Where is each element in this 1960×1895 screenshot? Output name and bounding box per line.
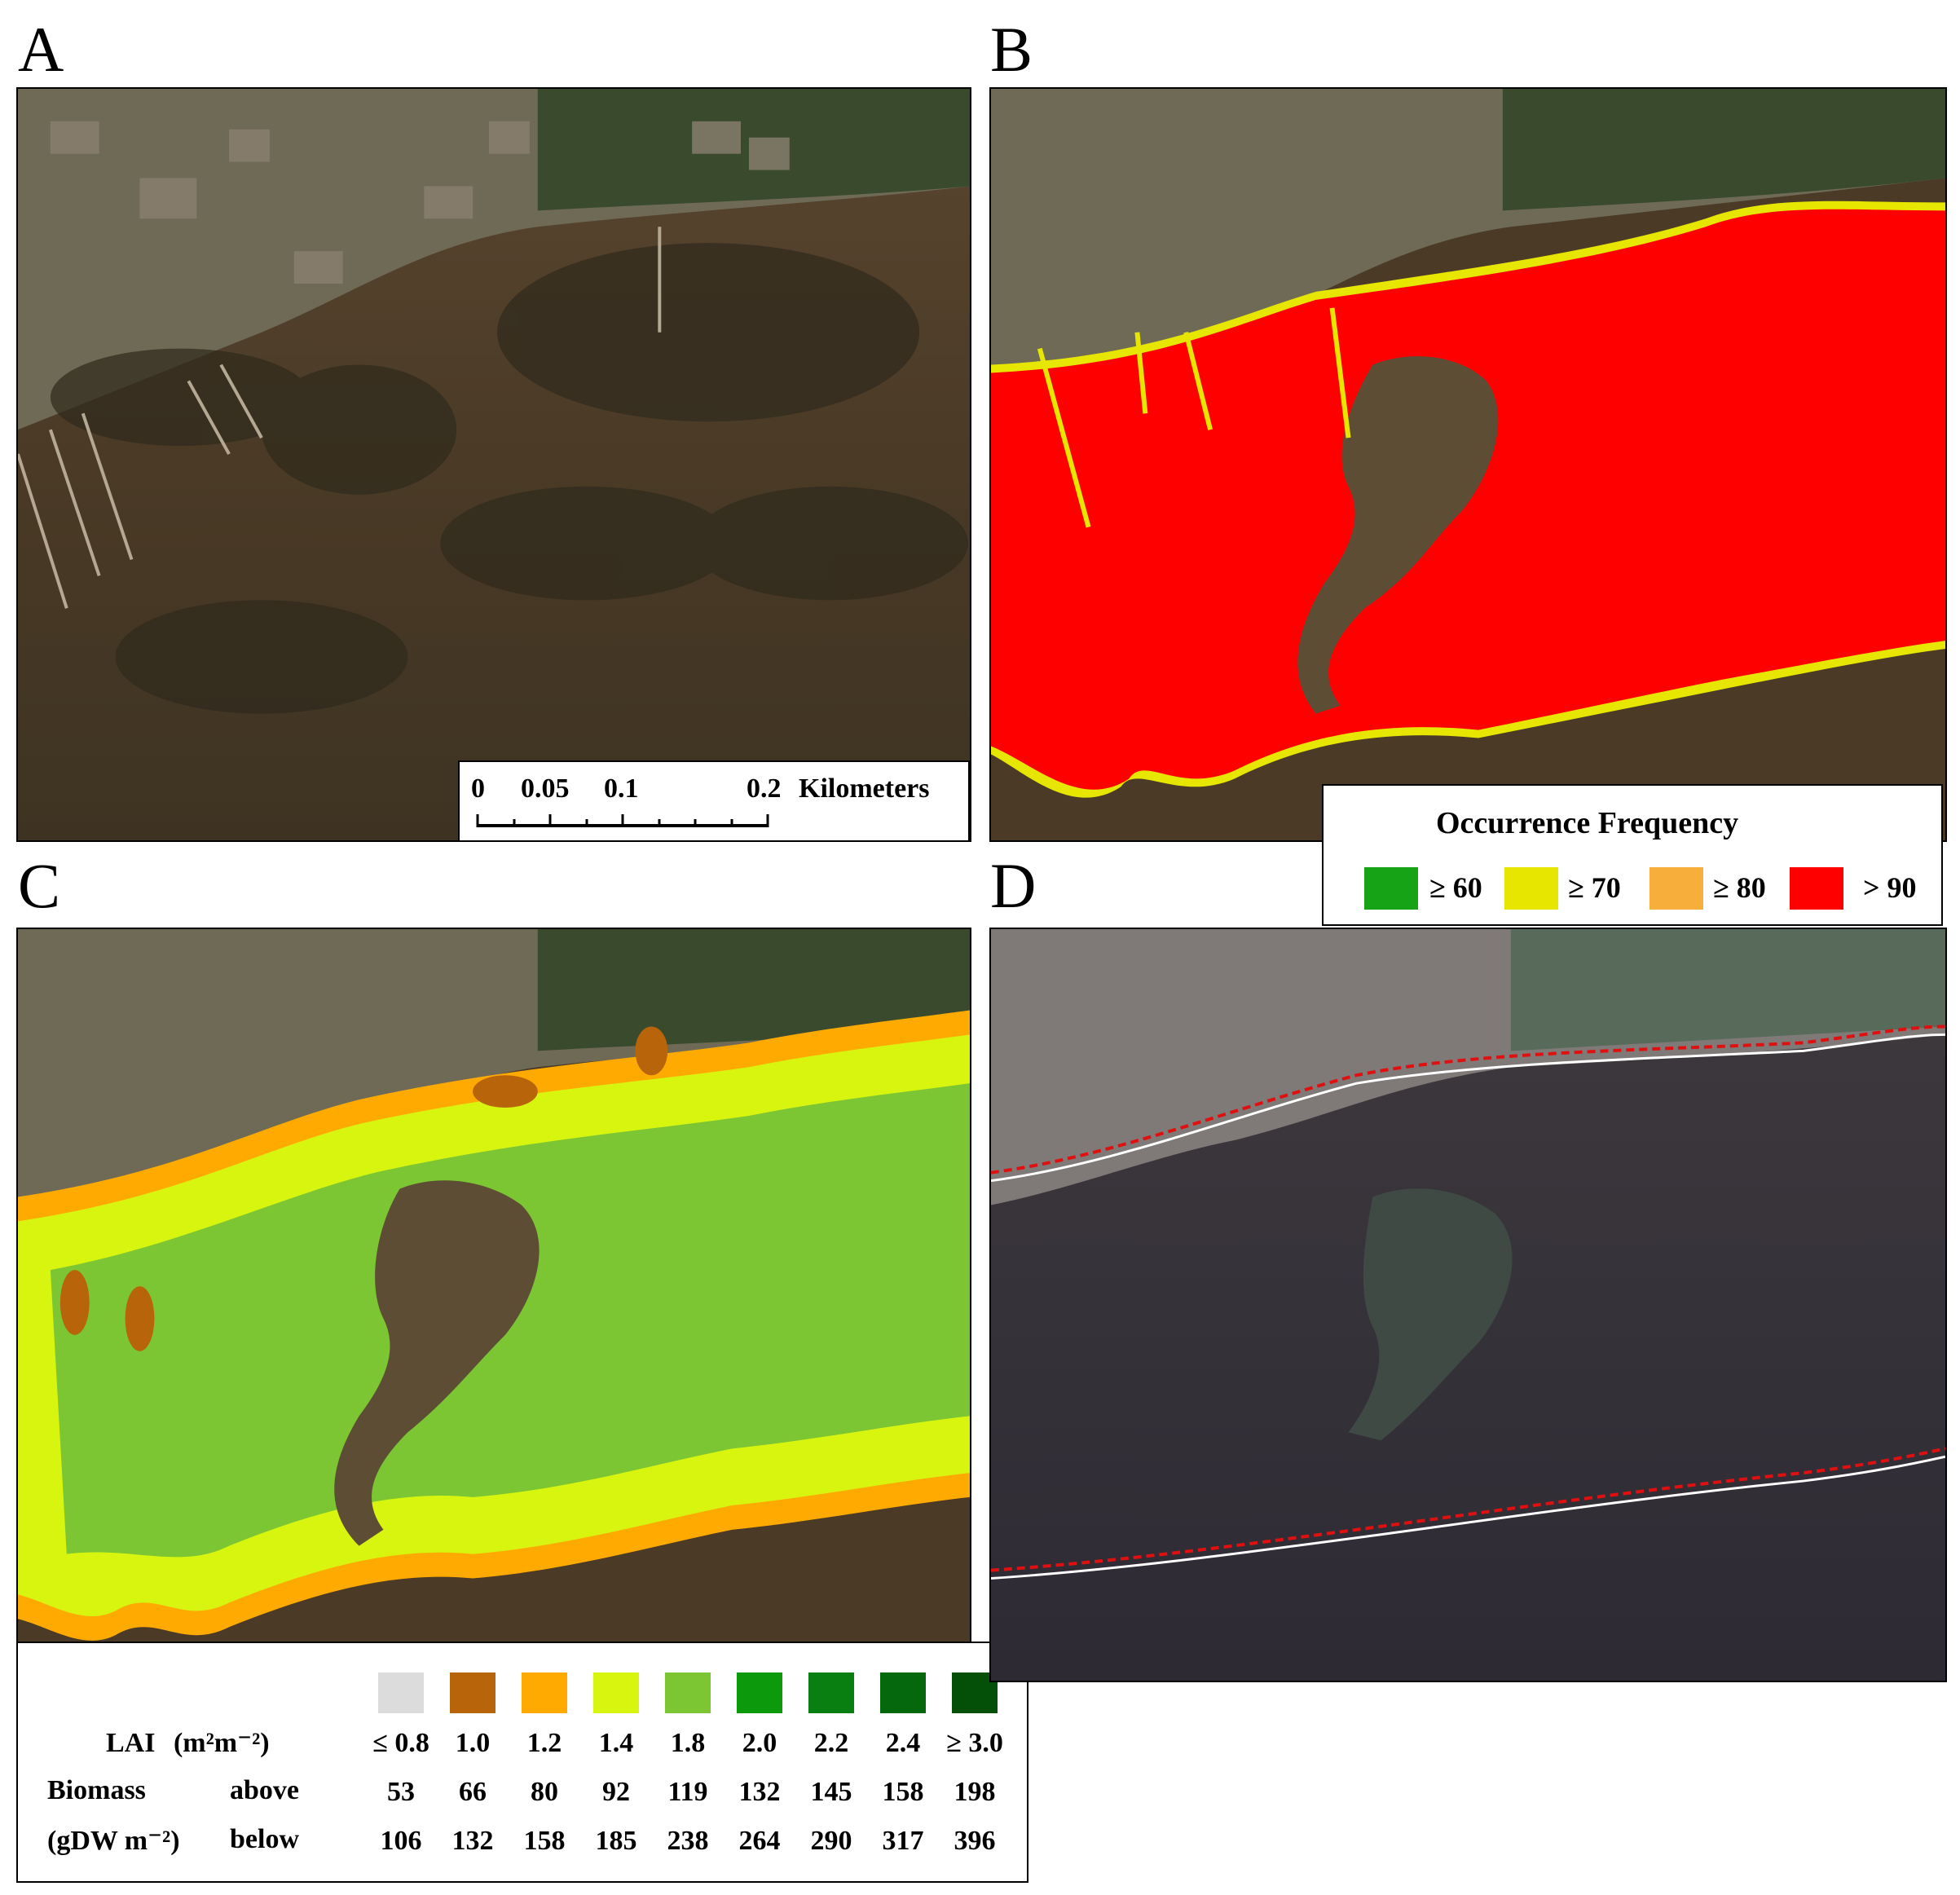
map-panel-a [16, 87, 971, 842]
occurrence-label-90: > 90 [1863, 871, 1917, 904]
scale-tick-01: 0.1 [604, 773, 639, 804]
lai-value: 1.8 [670, 1728, 706, 1758]
lai-swatch [593, 1672, 639, 1713]
biomass-below-value: 290 [810, 1826, 852, 1856]
lai-value: 2.0 [742, 1728, 777, 1758]
lai-swatch [522, 1672, 567, 1713]
lai-swatch [450, 1672, 496, 1713]
biomass-below-value: 264 [738, 1826, 781, 1856]
biomass-below-value: 158 [523, 1826, 566, 1856]
lai-unit-text: (m²m⁻²) [173, 1728, 270, 1758]
lai-value: 2.2 [813, 1728, 849, 1758]
biomass-below-value: 132 [451, 1826, 494, 1856]
biomass-above-value: 198 [954, 1777, 996, 1807]
scale-ruler [476, 814, 769, 827]
below-label: below [230, 1824, 299, 1854]
above-label: above [230, 1775, 299, 1805]
lai-label-text: LAI [106, 1728, 156, 1758]
lai-legend: LAI (m²m⁻²) Biomass (gDW m⁻²) above belo… [16, 1642, 1028, 1883]
panel-label-c: C [18, 850, 61, 921]
biomass-above-value: 92 [602, 1777, 630, 1807]
occurrence-swatch-60 [1364, 867, 1418, 910]
biomass-above-value: 158 [882, 1777, 924, 1807]
scale-tick-02: 0.2 [747, 773, 782, 804]
biomass-above-value: 119 [667, 1777, 708, 1807]
occurrence-swatch-70 [1504, 867, 1558, 910]
occurrence-label-70: ≥ 70 [1568, 871, 1621, 904]
biomass-above-value: 132 [738, 1777, 781, 1807]
lai-value: 1.2 [526, 1728, 562, 1758]
biomass-unit: (gDW m⁻²) [47, 1826, 180, 1856]
occurrence-label-60: ≥ 60 [1429, 871, 1482, 904]
biomass-below-value: 317 [882, 1826, 924, 1856]
scale-tick-0: 0 [471, 773, 485, 804]
biomass-label: Biomass [47, 1775, 146, 1805]
lai-swatch [665, 1672, 711, 1713]
panel-label-d: D [990, 850, 1037, 921]
lai-value: 2.4 [885, 1728, 921, 1758]
lai-label: LAI (m²m⁻²) [106, 1726, 270, 1759]
occurrence-legend: Occurrence Frequency ≥ 60 ≥ 70 ≥ 80 > 90 [1322, 784, 1943, 926]
biomass-below-value: 396 [954, 1826, 996, 1856]
biomass-above-value: 80 [531, 1777, 558, 1807]
biomass-below-value: 106 [380, 1826, 422, 1856]
lai-swatch [880, 1672, 926, 1713]
lai-swatch [737, 1672, 782, 1713]
biomass-above-value: 66 [459, 1777, 487, 1807]
occurrence-swatch-80 [1649, 867, 1703, 910]
map-panel-c [16, 928, 971, 1672]
occurrence-label-80: ≥ 80 [1713, 871, 1766, 904]
lai-value: ≥ 3.0 [946, 1728, 1003, 1758]
lai-value: 1.4 [598, 1728, 634, 1758]
panel-label-b: B [990, 14, 1033, 85]
biomass-above-value: 145 [810, 1777, 852, 1807]
lai-value: ≤ 0.8 [372, 1728, 429, 1758]
occurrence-swatch-90 [1790, 867, 1843, 910]
scale-bar: 0 0.05 0.1 0.2 Kilometers [458, 760, 970, 842]
biomass-above-value: 53 [387, 1777, 415, 1807]
panel-label-a: A [18, 14, 64, 85]
map-panel-d [989, 928, 1947, 1682]
lai-swatch [378, 1672, 424, 1713]
scale-unit: Kilometers [799, 773, 930, 804]
lai-value: 1.0 [455, 1728, 491, 1758]
occurrence-legend-title: Occurrence Frequency [1436, 806, 1739, 840]
biomass-below-value: 238 [667, 1826, 709, 1856]
biomass-below-value: 185 [595, 1826, 637, 1856]
lai-swatch [808, 1672, 854, 1713]
scale-tick-005: 0.05 [521, 773, 570, 804]
map-panel-b [989, 87, 1947, 842]
